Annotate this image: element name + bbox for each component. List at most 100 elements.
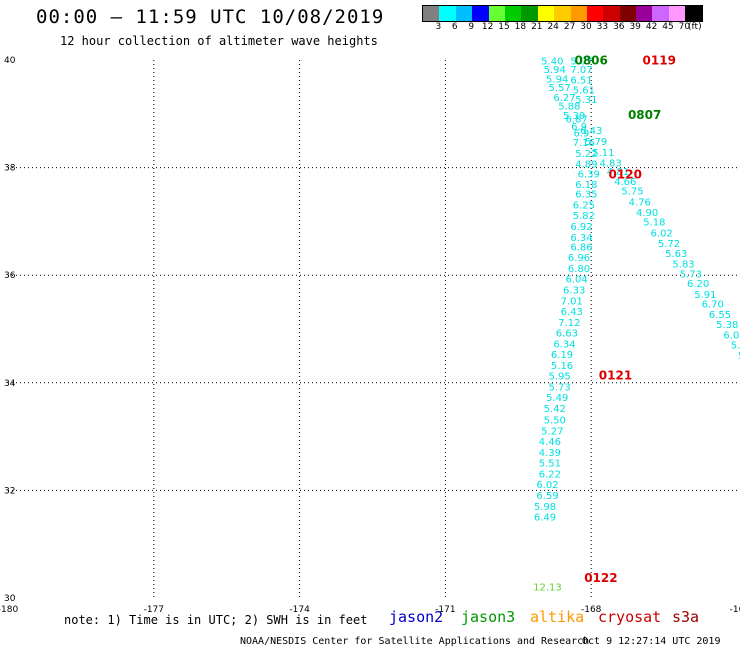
colorbar-swatch (636, 6, 653, 21)
wave-height-label: 5.20 (731, 340, 740, 351)
colorbar-tick-label: 30 (580, 22, 592, 32)
colorbar-swatch (603, 6, 620, 21)
footer-timestamp: Oct 9 12:27:14 UTC 2019 (582, 636, 721, 647)
legend-jason3: jason3 (461, 608, 516, 626)
wave-height-label: 6.51 (570, 76, 592, 87)
wave-height-label: 4.89 (575, 160, 597, 171)
wave-height-label: 5.11 (592, 148, 614, 159)
map-grid (8, 60, 737, 598)
wave-height-label: 6.04 (565, 275, 587, 286)
wave-height-label: 5.57 (548, 83, 570, 94)
wave-height-label: 5.29 (738, 351, 740, 362)
wave-height-label: 7.16 (573, 138, 595, 149)
colorbar-tick-label: 24 (547, 22, 559, 32)
wave-height-label: 6.63 (556, 329, 578, 340)
wave-height-label: 5.73 (548, 382, 570, 393)
lon-tick-label: -174 (289, 605, 310, 615)
wave-height-label: 6.02 (536, 480, 558, 491)
wave-height-label: 5.75 (621, 187, 643, 198)
wave-height-label: 5.49 (546, 393, 568, 404)
legend-jason2: jason2 (389, 608, 444, 626)
colorbar-tick-label: 70 (678, 22, 691, 32)
colorbar-tick-label: 36 (613, 22, 625, 32)
wave-height-label: 4.39 (539, 448, 561, 459)
wave-height-label: 5.94 (546, 75, 568, 86)
wave-height-label: 5.83 (672, 260, 694, 271)
wave-height-label: 6.25 (573, 200, 595, 211)
time-stamp-label: 0120 (609, 167, 642, 181)
colorbar-tick-label: 15 (498, 22, 510, 32)
wave-height-label: 6.49 (534, 513, 556, 524)
wave-height-label: 5.38 (716, 320, 738, 331)
wave-height-label: 6.55 (709, 310, 731, 321)
colorbar-tick-label: 3 (435, 22, 442, 32)
time-stamp-label: 0806 (574, 53, 607, 67)
wave-height-label: 5.16 (551, 361, 573, 372)
wave-height-label: 6.34 (570, 233, 592, 244)
wave-height-label: 5.82 (573, 211, 595, 222)
wave-height-label: 5.50 (544, 416, 566, 427)
wave-height-label: 5.39 (563, 111, 585, 122)
legend-altika: altika (530, 608, 585, 626)
colorbar-swatch (537, 6, 555, 21)
wave-height-label: 4.83 (600, 159, 622, 170)
lat-tick-label: 40 (4, 56, 16, 66)
lat-tick-label: 30 (4, 594, 16, 604)
wave-height-label: 4.66 (614, 177, 636, 188)
time-stamp-label: 0122 (584, 571, 617, 585)
colorbar-swatch (619, 6, 637, 21)
units-note: note: 1) Time is in UTC; 2) SWH is in fe… (64, 613, 368, 627)
colorbar-swatch (554, 6, 571, 21)
wave-height-label: 12.13 (533, 582, 562, 593)
wave-height-label: 5.91 (694, 290, 716, 301)
wave-height-label: 6.80 (568, 264, 590, 275)
wave-height-label: 6.33 (563, 285, 585, 296)
colorbar-tick-label: 39 (629, 22, 641, 32)
colorbar-swatch (488, 6, 505, 21)
lat-tick-label: 38 (4, 164, 16, 174)
colorbar-swatch (586, 6, 604, 21)
wave-height-label: 6.87 (565, 114, 587, 125)
wave-height-label: 5.98 (534, 502, 556, 513)
colorbar-swatch (439, 6, 456, 21)
wave-height-label: 5.72 (658, 239, 680, 250)
axis-labels: -180 -177 -174 -171 -168 -16 40 38 36 34 32 30 (0, 56, 740, 615)
wave-height-label: 6.18 (575, 180, 597, 191)
wave-height-label: 5.73 (680, 269, 702, 280)
colorbar-swatch (668, 6, 686, 21)
colorbar-tick-label: 12 (481, 22, 494, 32)
wave-height-label: 5.51 (539, 459, 561, 470)
wave-height-label: 4.76 (629, 197, 651, 208)
wave-height-label: 6.27 (553, 93, 575, 104)
lon-tick-label: -168 (581, 605, 602, 615)
colorbar-swatch (423, 6, 440, 21)
wave-height-label: 5.18 (643, 218, 665, 229)
wave-height-label: 6.70 (702, 299, 724, 310)
colorbar-tick-label: 45 (662, 22, 674, 32)
colorbar-labels: 3 6 9 12 15 18 21 24 27 30 33 36 39 42 45 70 (ft) (422, 22, 740, 34)
colorbar-tick-label: 9 (468, 22, 475, 32)
wave-height-label: 5.88 (558, 101, 580, 112)
footer-credit: NOAA/NESDIS Center for Satellite Applica… (240, 636, 590, 647)
wave-height-label: 6.59 (536, 491, 558, 502)
wave-height-label: 6.92 (570, 222, 592, 233)
wave-height-label: 6.22 (539, 469, 561, 480)
wave-height-label: 6.9 (574, 128, 590, 139)
map-title: 00:00 – 11:59 UTC 10/08/2019 (36, 6, 385, 28)
wave-height-label: 6.43 (580, 126, 602, 137)
wave-height-label: 4.81 (607, 167, 629, 178)
colorbar-swatch (570, 6, 587, 21)
wave-height-label: 4.90 (636, 208, 658, 219)
wave-height-label: 5.63 (665, 249, 687, 260)
colorbar-tick-label: 18 (514, 22, 527, 32)
wave-height-colorbar (422, 5, 703, 22)
wave-height-label: 6.39 (578, 169, 600, 180)
wave-height-label: 6.86 (570, 242, 592, 253)
colorbar-tick-label: 21 (531, 22, 543, 32)
wave-height-label: 6.96 (568, 253, 590, 264)
wave-height-label: 6.02 (651, 228, 673, 239)
lat-tick-label: 34 (4, 379, 16, 389)
colorbar-swatch (504, 6, 522, 21)
wave-height-label: 5.07 (570, 56, 592, 67)
